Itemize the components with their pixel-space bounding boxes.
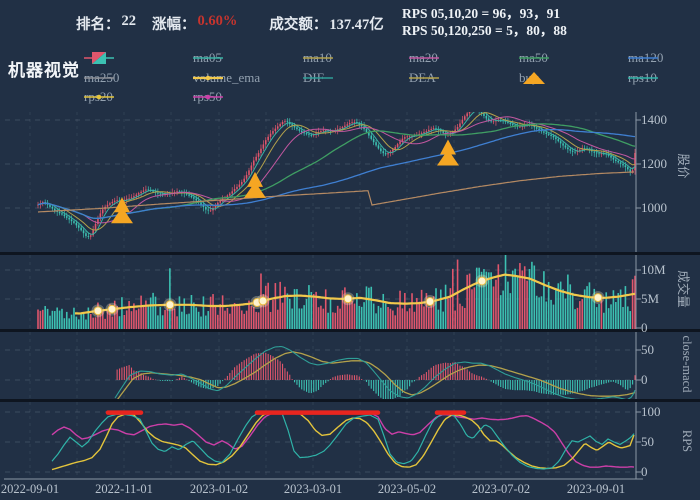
rps-summary: RPS 05,10,20 = 96，93，91 RPS 50,120,250 =… bbox=[402, 5, 567, 39]
x-axis-tick-label: 2023-03-01 bbox=[283, 482, 343, 496]
axis-title-macd: close-macd bbox=[680, 335, 694, 393]
legend-item-ma05[interactable]: ma05 bbox=[193, 50, 223, 65]
ma50-legend-icon bbox=[519, 57, 549, 59]
ma20-legend-icon bbox=[409, 57, 439, 59]
DEA-legend-icon bbox=[409, 77, 439, 79]
change-stat: 涨幅： 0.60% bbox=[152, 13, 237, 34]
change-value: 0.60% bbox=[197, 13, 238, 29]
x-axis-tick-label: 2023-01-02 bbox=[189, 482, 249, 496]
axis-title-rps: RPS bbox=[680, 429, 694, 453]
header-stats: 排名： 22 涨幅： 0.60% 成交额： 137.47亿 bbox=[76, 13, 384, 34]
panel-separator bbox=[0, 252, 700, 255]
y-axis-tick-label: 1000 bbox=[641, 200, 667, 215]
axis-title-volume: 成交量 bbox=[676, 270, 690, 308]
legend-item-ma20[interactable]: ma20 bbox=[409, 50, 439, 65]
legend-item-rps20[interactable]: rps20 bbox=[84, 89, 114, 104]
turnover-value: 137.47亿 bbox=[329, 17, 384, 33]
legend-item-DIF[interactable]: DIF bbox=[303, 70, 333, 85]
rank-value: 22 bbox=[121, 13, 137, 29]
x-axis-tick-label: 2023-05-02 bbox=[377, 482, 437, 496]
y-axis-tick-label: 0 bbox=[641, 464, 648, 479]
DIF-legend-icon bbox=[303, 77, 333, 79]
legend-item-rps10[interactable]: rps10 bbox=[628, 70, 658, 85]
ma250-legend-icon bbox=[84, 77, 114, 79]
turnover-stat: 成交额： 137.47亿 bbox=[269, 13, 383, 34]
candle-legend-icon bbox=[84, 52, 114, 64]
x-axis-tick-label: 2023-09-01 bbox=[566, 482, 626, 496]
panel-separator bbox=[0, 329, 700, 332]
rank-stat: 排名： 22 bbox=[76, 13, 136, 34]
rps50-legend-icon bbox=[193, 94, 223, 100]
rps20-legend-icon bbox=[84, 94, 114, 100]
x-axis-tick-label: 2023-07-02 bbox=[471, 482, 531, 496]
legend-item-volume_ema[interactable]: volume_ema bbox=[193, 70, 261, 85]
rps-summary-line1: RPS 05,10,20 = 96，93，91 bbox=[402, 6, 561, 21]
turnover-label: 成交额： bbox=[269, 17, 328, 33]
rps-summary-line2: RPS 50,120,250 = 5，80，88 bbox=[402, 23, 567, 38]
y-axis-tick-label: 1200 bbox=[641, 156, 667, 171]
legend-item-rps50[interactable]: rps50 bbox=[193, 89, 223, 104]
watermark-label: 机器视觉 bbox=[8, 61, 80, 80]
panel-separator bbox=[0, 399, 700, 402]
volume_ema-legend-icon bbox=[193, 75, 223, 81]
legend-item-ma50[interactable]: ma50 bbox=[519, 50, 549, 65]
legend-item-ma250[interactable]: ma250 bbox=[84, 70, 119, 85]
ma120-legend-icon bbox=[628, 57, 658, 59]
rps10-legend-icon bbox=[628, 77, 658, 79]
x-axis-tick-label: 2022-11-01 bbox=[95, 482, 153, 496]
ma05-legend-icon bbox=[193, 57, 223, 59]
y-axis-tick-label: 0 bbox=[641, 372, 648, 387]
legend-item-ma10[interactable]: ma10 bbox=[303, 50, 333, 65]
y-axis-tick-label: 0 bbox=[641, 320, 648, 335]
buy-legend-icon bbox=[523, 72, 545, 84]
ma10-legend-icon bbox=[303, 57, 333, 59]
x-axis-tick-label: 2022-09-01 bbox=[0, 482, 60, 496]
legend-item-buy[interactable]: buy bbox=[519, 70, 545, 85]
change-label: 涨幅： bbox=[152, 17, 196, 33]
legend-item-DEA[interactable]: DEA bbox=[409, 70, 439, 85]
y-axis-tick-label: 1400 bbox=[641, 112, 667, 127]
y-axis-tick-label: 5M bbox=[641, 291, 660, 306]
y-axis-tick-label: 10M bbox=[641, 262, 666, 277]
y-axis-tick-label: 100 bbox=[641, 404, 661, 419]
rank-label: 排名： bbox=[76, 17, 120, 33]
y-axis-tick-label: 50 bbox=[641, 342, 654, 357]
y-axis-tick-label: 50 bbox=[641, 434, 654, 449]
legend-item-ma120[interactable]: ma120 bbox=[628, 50, 663, 65]
legend-label-volume_ema: volume_ema bbox=[193, 70, 261, 85]
axis-title-price: 股价 bbox=[676, 153, 690, 179]
